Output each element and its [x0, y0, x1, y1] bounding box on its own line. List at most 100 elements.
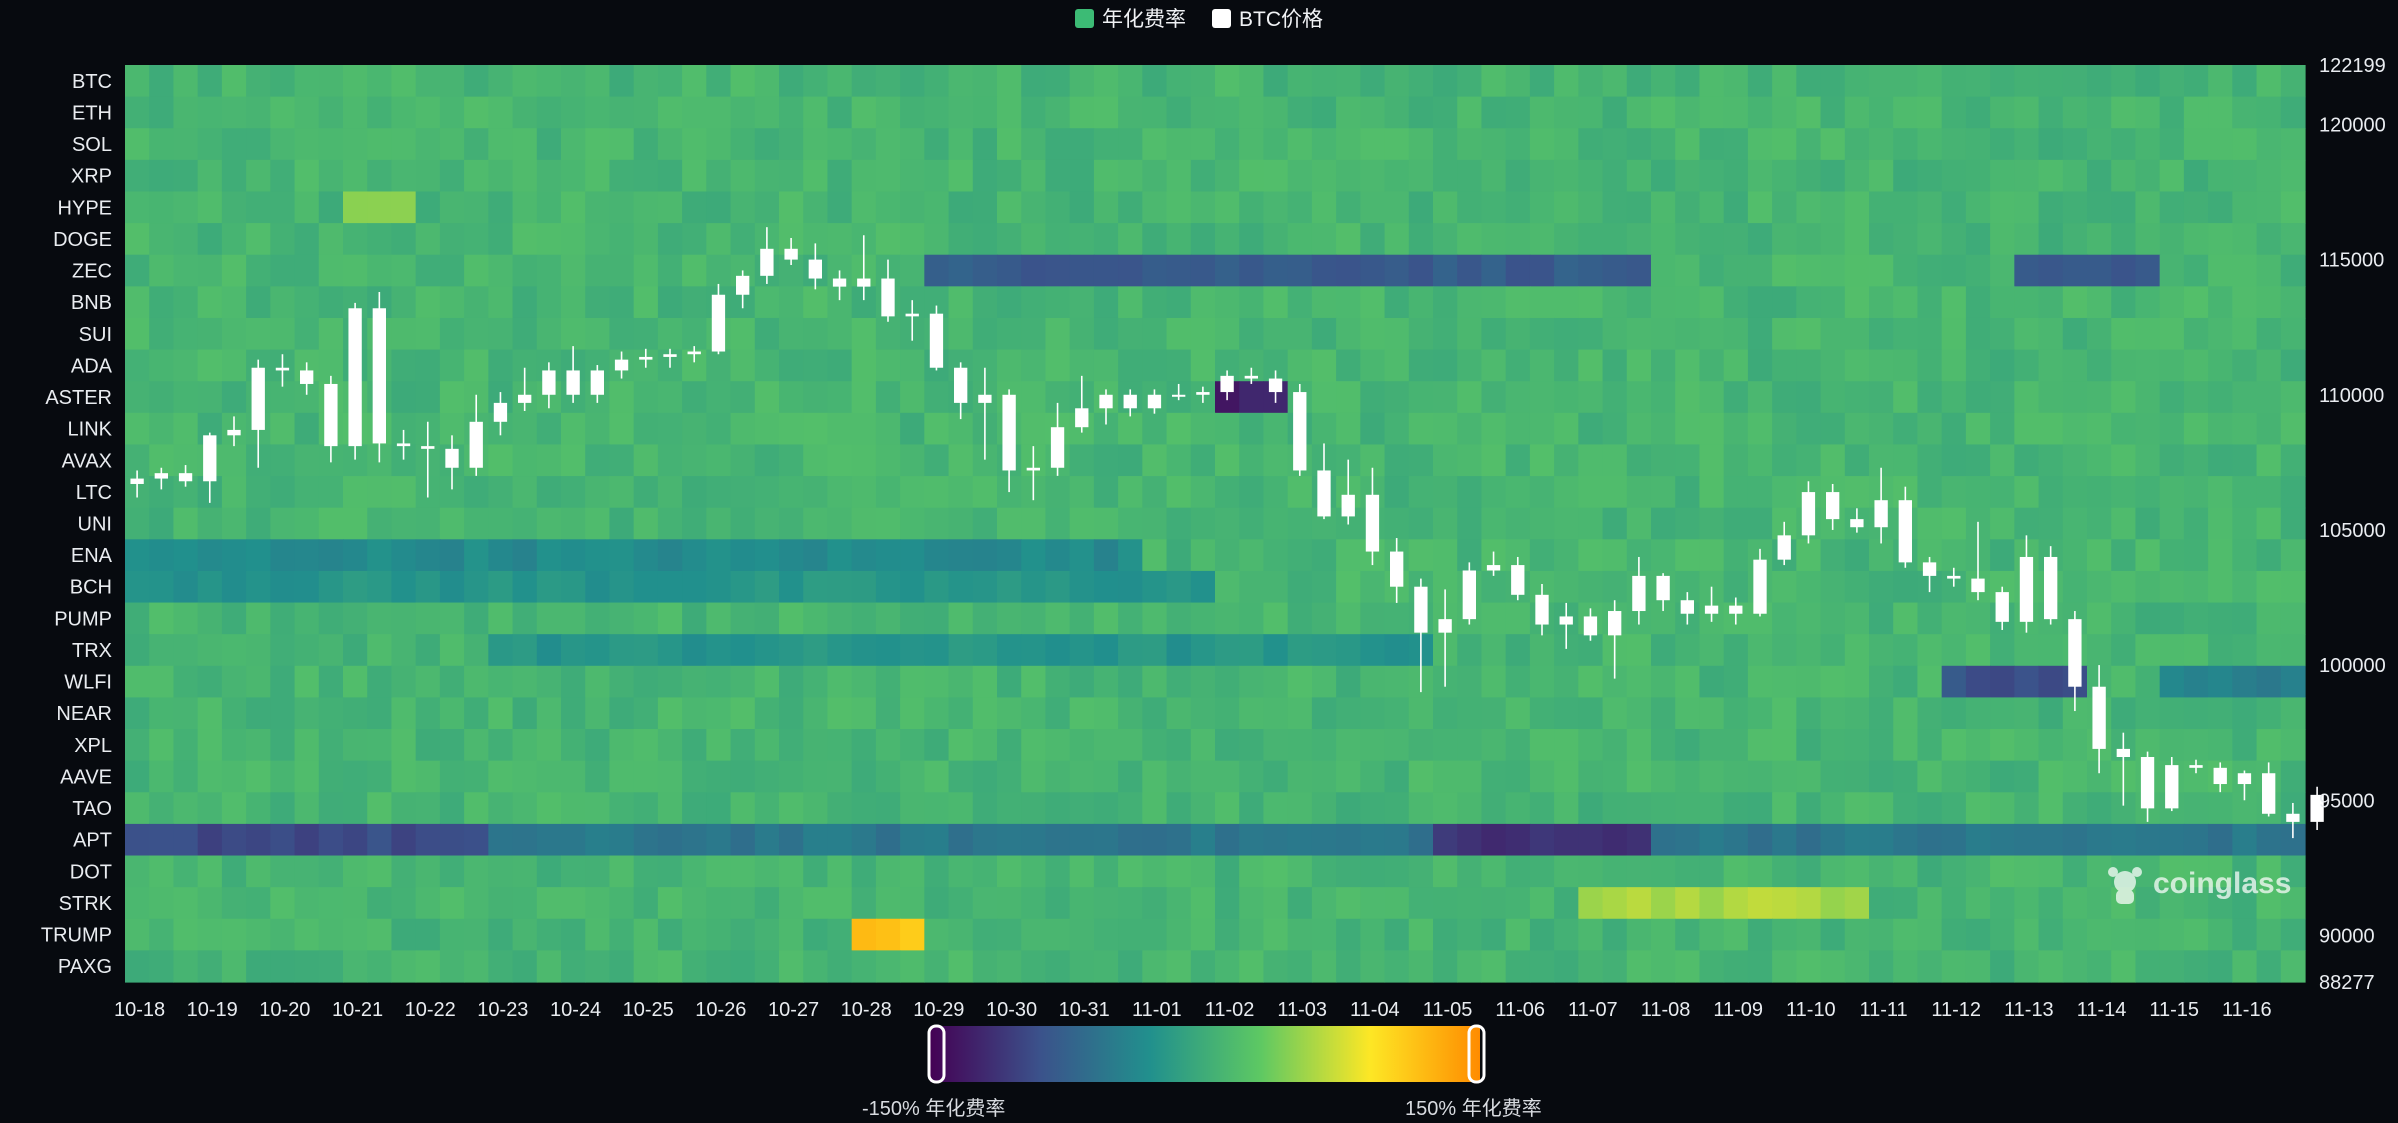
- heatmap-cell: [1699, 381, 1725, 414]
- heatmap-cell: [1093, 65, 1119, 98]
- heatmap-cell: [1772, 286, 1797, 319]
- heatmap-cell: [1408, 317, 1434, 351]
- heatmap-cell: [1578, 191, 1604, 224]
- heatmap-cell: [1336, 65, 1361, 98]
- candle-body: [1777, 535, 1791, 560]
- heatmap-cell: [391, 159, 417, 193]
- heatmap-cell: [149, 697, 175, 730]
- heatmap-cell: [1263, 444, 1289, 477]
- heatmap-cell: [1021, 729, 1047, 762]
- heatmap-cell: [2111, 254, 2137, 287]
- heatmap-cell: [1408, 381, 1434, 414]
- heatmap-cell: [488, 918, 514, 951]
- heatmap-cell: [1602, 918, 1628, 951]
- candle-body: [1971, 578, 1985, 593]
- heatmap-cell: [972, 223, 998, 256]
- heatmap-cell: [803, 96, 829, 129]
- heatmap-cell: [1505, 349, 1531, 382]
- heatmap-cell: [391, 918, 417, 951]
- heatmap-cell: [149, 65, 175, 98]
- heatmap-cell: [1384, 729, 1410, 762]
- heatmap-cell: [1045, 950, 1071, 983]
- heatmap-cell: [2135, 634, 2161, 667]
- heatmap-cell: [221, 918, 247, 951]
- coin-label: ZEC: [72, 261, 112, 283]
- legend-item-funding[interactable]: 年化费率: [1075, 3, 1186, 33]
- heatmap-cell: [391, 570, 417, 604]
- heatmap-cell: [1093, 665, 1119, 699]
- heatmap-cell: [900, 570, 925, 604]
- heatmap-cell: [1045, 65, 1071, 98]
- heatmap-cell: [609, 476, 635, 509]
- heatmap-cell: [657, 65, 683, 98]
- heatmap-cell: [609, 96, 635, 129]
- heatmap-cell: [1893, 855, 1919, 888]
- heatmap-cell: [706, 729, 732, 762]
- legend-label-price: BTC价格: [1239, 8, 1323, 31]
- heatmap-cell: [1990, 729, 2015, 762]
- heatmap-cell: [1554, 65, 1579, 98]
- heatmap-cell: [948, 476, 974, 509]
- heatmap-cell: [779, 317, 804, 351]
- heatmap-cell: [1554, 286, 1579, 319]
- heatmap-cell: [875, 950, 901, 983]
- heatmap-cell: [948, 128, 974, 161]
- heatmap-cell: [1069, 96, 1095, 129]
- heatmap-cell: [1602, 444, 1628, 477]
- heatmap-cell: [536, 254, 562, 287]
- heatmap-cell: [1602, 570, 1628, 604]
- heatmap-cell: [706, 887, 732, 920]
- heatmap-cell: [851, 349, 877, 382]
- heatmap-cell: [1505, 887, 1531, 920]
- heatmap-cell: [1796, 570, 1822, 604]
- heatmap-cell: [1239, 634, 1265, 667]
- heatmap-cell: [706, 823, 732, 857]
- heatmap-cell: [1844, 65, 1870, 98]
- heatmap-cell: [2014, 159, 2040, 193]
- heatmap-cell: [1554, 223, 1579, 256]
- heatmap-cell: [1990, 412, 2015, 446]
- heatmap-cell: [730, 823, 756, 857]
- candle-body: [1680, 600, 1694, 614]
- heatmap-cell: [682, 96, 707, 129]
- heatmap-cell: [875, 191, 901, 224]
- heatmap-cell: [1602, 792, 1628, 825]
- heatmap-cell: [609, 159, 635, 193]
- heatmap-cell: [1360, 65, 1386, 98]
- heatmap-cell: [1554, 760, 1579, 793]
- heatmap-cell: [1287, 349, 1313, 382]
- date-label: 11-05: [1423, 999, 1473, 1021]
- color-scale-min-handle[interactable]: [927, 1024, 946, 1084]
- heatmap-cell: [1723, 792, 1749, 825]
- heatmap-cell: [1893, 602, 1919, 635]
- heatmap-cell: [1311, 729, 1337, 762]
- heatmap-cell: [1893, 887, 1919, 920]
- heatmap-cell: [246, 507, 271, 540]
- heatmap-cell: [1360, 950, 1386, 983]
- heatmap-cell: [1118, 792, 1143, 825]
- heatmap-cell: [1433, 918, 1458, 951]
- heatmap-cell: [415, 539, 441, 572]
- color-scale-max-handle[interactable]: [1467, 1024, 1486, 1084]
- heatmap-cell: [1796, 254, 1822, 287]
- heatmap-cell: [1529, 507, 1555, 540]
- heatmap-cell: [1360, 729, 1386, 762]
- heatmap-cell: [1481, 507, 1507, 540]
- heatmap-cell: [1021, 191, 1047, 224]
- heatmap-cell: [1505, 855, 1531, 888]
- heatmap-cell: [1118, 349, 1143, 382]
- heatmap-cell: [2111, 918, 2137, 951]
- heatmap-cell: [1529, 128, 1555, 161]
- heatmap-cell: [488, 65, 514, 98]
- heatmap-cell: [1457, 317, 1483, 351]
- heatmap-cell: [1408, 729, 1434, 762]
- candle-body: [1317, 470, 1331, 517]
- heatmap-cell: [2159, 317, 2185, 351]
- heatmap-cell: [294, 223, 320, 256]
- heatmap-cell: [318, 286, 344, 319]
- heatmap-cell: [1239, 412, 1265, 446]
- heatmap-cell: [2014, 823, 2040, 857]
- heatmap-cell: [391, 823, 417, 857]
- legend-item-price[interactable]: BTC价格: [1212, 3, 1323, 33]
- candle-body: [1850, 519, 1864, 528]
